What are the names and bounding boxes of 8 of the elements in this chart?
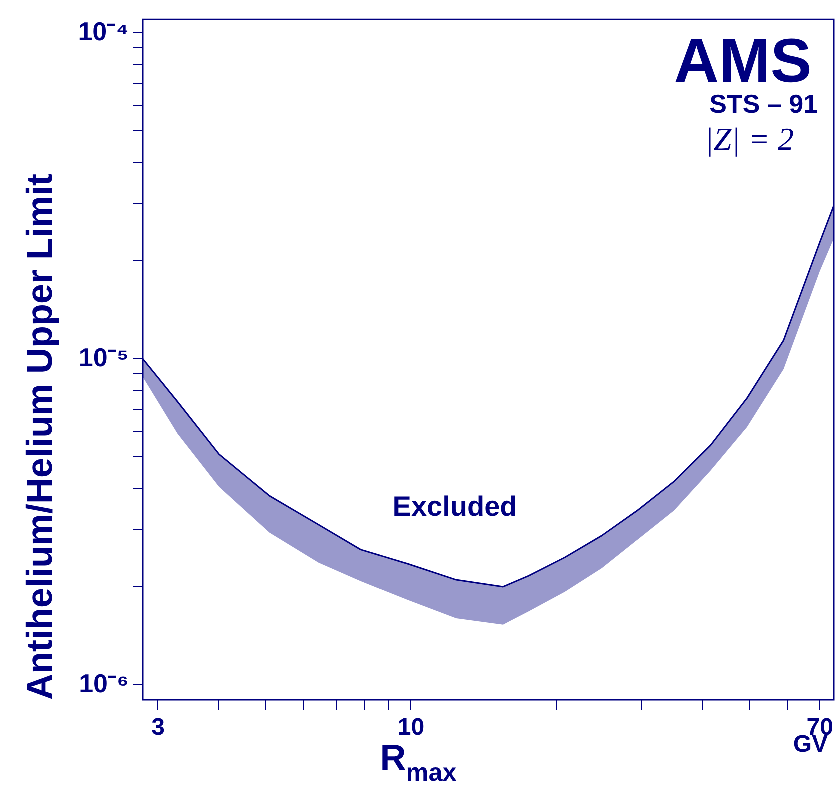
x-tick-label: 10 [398,714,425,742]
y-tick-label: 10⁻⁶ [79,668,129,698]
annotation: |Z| = 2 [705,121,794,157]
x-tick-label: 3 [152,714,165,742]
y-tick-label: 10⁻⁵ [78,342,129,372]
y-tick-label: 10⁻⁴ [78,16,129,46]
annotation: Excluded [392,491,518,522]
y-axis-title: Antihelium/Helium Upper Limit [19,174,60,700]
